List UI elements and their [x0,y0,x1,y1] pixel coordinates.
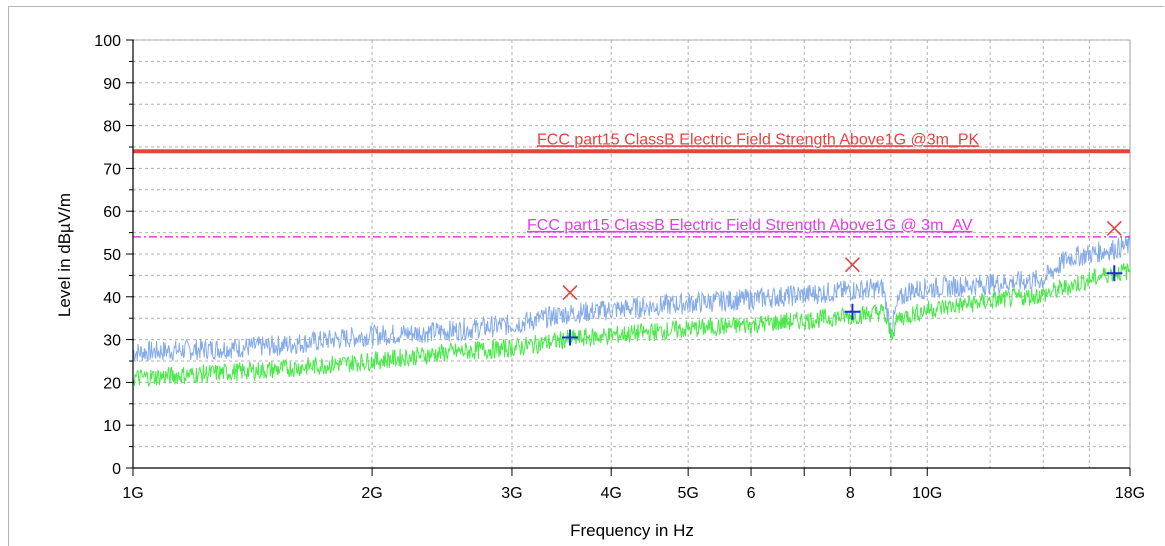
peak-marker [562,284,578,301]
x-tick-label: 2G [361,485,382,502]
limit-label-av: FCC part15 ClassB Electric Field Strengt… [527,217,973,234]
x-tick-label: 4G [601,485,622,502]
x-axis-title: Frequency in Hz [570,521,694,540]
grid [132,39,1131,469]
x-tick-label: 3G [501,485,522,502]
chart-frame [8,6,1164,546]
y-tick-label: 90 [103,76,121,93]
peak-marker [1106,220,1122,236]
x-tick-label: 6 [747,485,756,502]
x-tick-label: 18G [1115,485,1145,502]
y-tick-label: 70 [103,161,121,178]
x-tick-label: 8 [846,485,855,502]
limit-lines: FCC part15 ClassB Electric Field Strengt… [133,131,1130,238]
y-tick-label: 30 [103,333,121,350]
peak-marker [844,257,860,273]
average-marker [844,303,861,320]
y-tick-label: 40 [103,290,121,307]
x-tick-label: 10G [912,485,942,502]
y-tick-label: 100 [94,33,121,50]
y-tick-label: 10 [103,418,121,435]
average-marker [562,329,579,346]
x-tick-label: 5G [677,485,698,502]
series-trace-1 [132,263,1131,387]
series-trace-0 [132,234,1131,362]
y-tick-label: 20 [103,375,121,392]
y-axis-title: Level in dBµV/m [55,193,74,317]
axes: 0 10 20 30 40 50 60 70 80 90 100 1G 2G 3G 4G 5G 6 8 10G 18G [94,33,1145,502]
x-tick-label: 1G [122,485,143,502]
y-tick-label: 50 [103,247,121,264]
series-group [132,234,1131,387]
limit-label-pk: FCC part15 ClassB Electric Field Strengt… [537,131,980,148]
average-marker [1106,265,1123,282]
markers [562,220,1123,346]
y-tick-label: 80 [103,119,121,136]
y-tick-label: 0 [112,461,121,478]
y-tick-label: 60 [103,204,121,221]
